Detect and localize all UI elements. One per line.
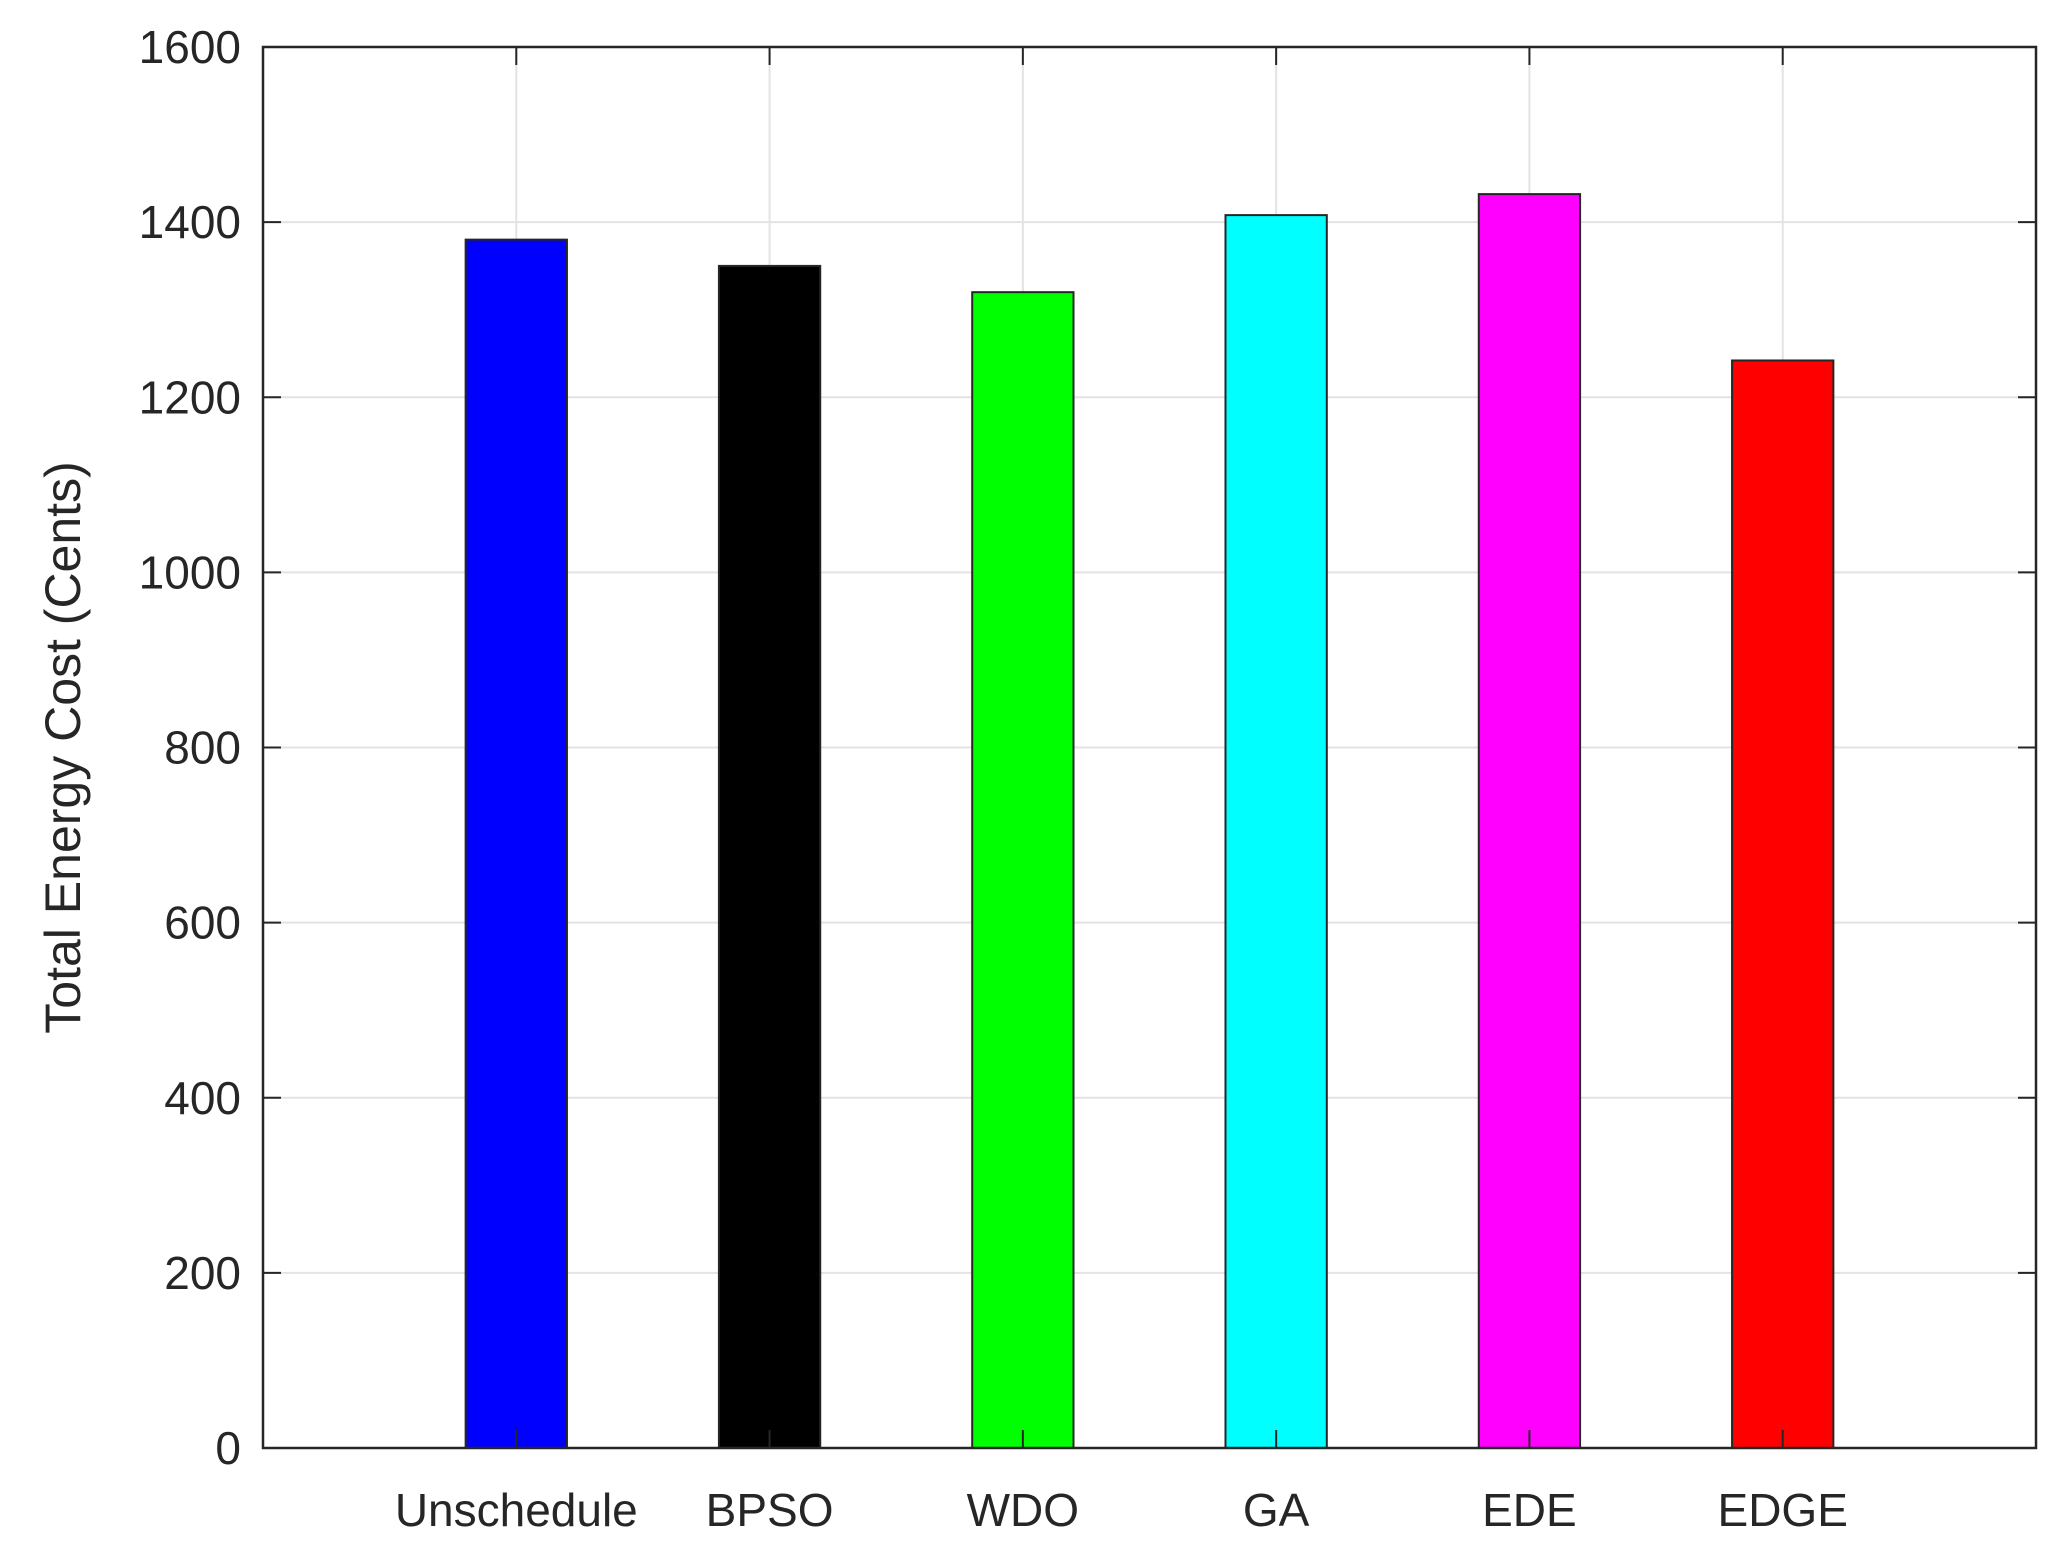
bar-unschedule [464, 238, 568, 1450]
x-tick-label: EDE [1482, 1484, 1577, 1536]
y-tick-label: 1200 [139, 371, 241, 423]
x-tick-label: BPSO [706, 1484, 834, 1536]
x-tick-label: WDO [967, 1484, 1079, 1536]
bar-bpso [717, 264, 822, 1449]
y-tick-label: 400 [164, 1072, 241, 1124]
y-tick-label: 1000 [139, 546, 241, 598]
y-axis-label: Total Energy Cost (Cents) [35, 461, 91, 1033]
bar-ede [1477, 193, 1582, 1450]
bar-ga [1224, 214, 1328, 1449]
y-tick-label: 0 [215, 1422, 241, 1474]
y-tick-label: 1400 [139, 196, 241, 248]
y-tick-label: 800 [164, 722, 241, 774]
x-tick-label: GA [1243, 1484, 1310, 1536]
y-tick-label: 600 [164, 897, 241, 949]
y-tick-label: 1600 [139, 21, 241, 73]
bars [464, 193, 1835, 1450]
x-tick-label: Unschedule [395, 1484, 638, 1536]
bar-edge [1731, 359, 1835, 1449]
tick-marks [263, 46, 2036, 1449]
x-axis-tick-labels: Unschedule BPSO WDO GA EDE EDGE [395, 1484, 1848, 1536]
x-tick-label: EDGE [1718, 1484, 1848, 1536]
y-axis-tick-labels: 0 200 400 600 800 1000 1200 1400 1600 [139, 21, 241, 1474]
y-tick-label: 200 [164, 1247, 241, 1299]
bar-wdo [971, 291, 1075, 1449]
